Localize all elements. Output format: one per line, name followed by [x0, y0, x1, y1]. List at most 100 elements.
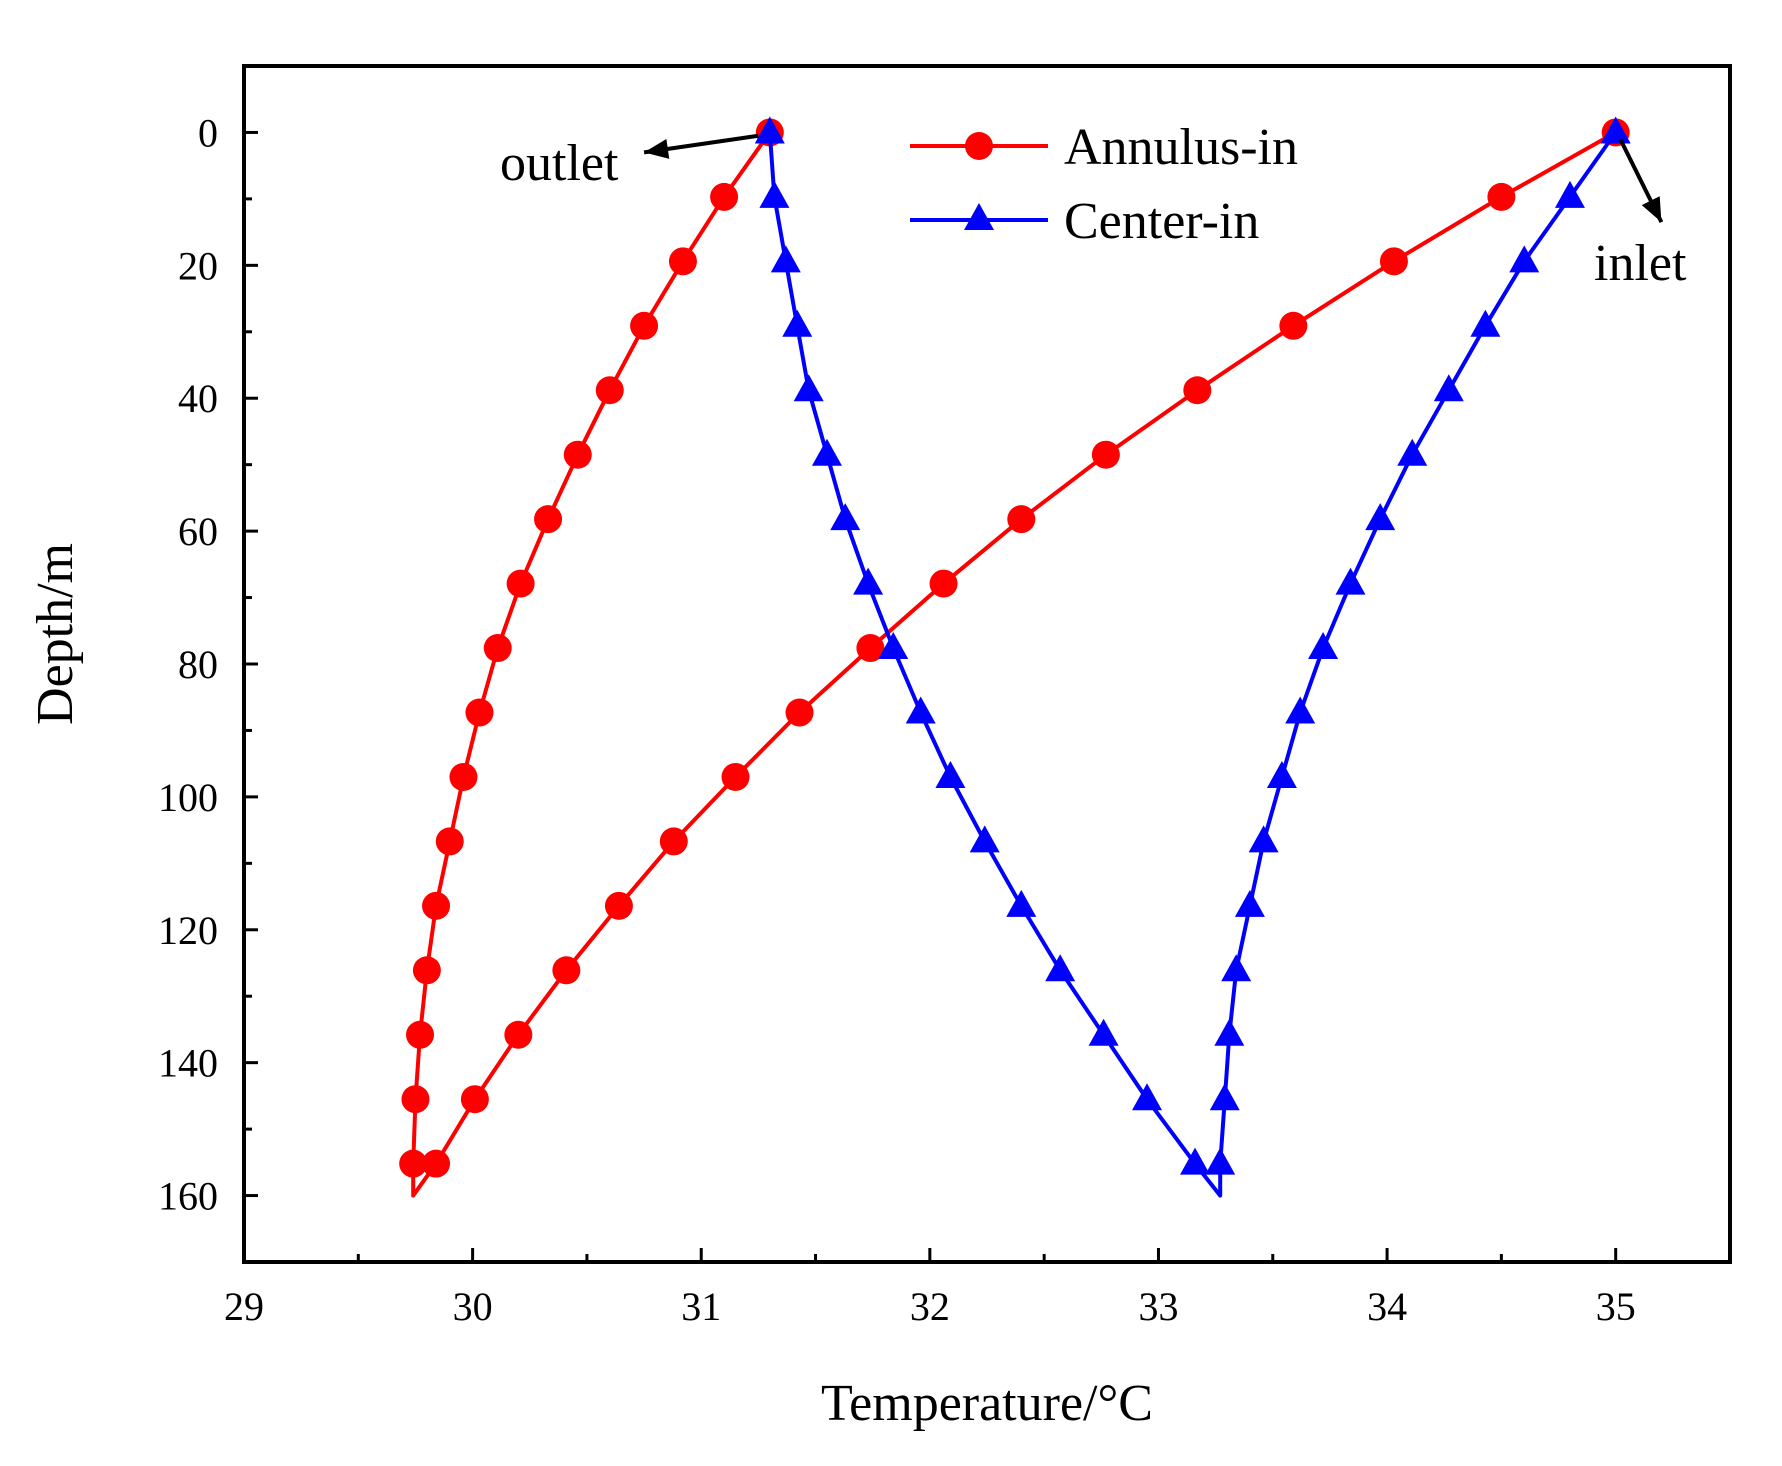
data-point [1285, 696, 1316, 724]
data-point [504, 1020, 533, 1049]
inlet-arrow-head [1641, 196, 1662, 223]
legend-marker-annulus [965, 132, 993, 160]
data-point [1183, 376, 1212, 405]
y-tick-label: 160 [158, 1174, 218, 1219]
data-point [422, 891, 451, 920]
annotation-layer [643, 133, 1664, 224]
data-point [435, 827, 464, 856]
y-tick-label: 80 [178, 642, 218, 687]
data-point [1214, 1018, 1245, 1046]
data-point [1007, 505, 1036, 534]
y-axis-title: Depth/m [27, 543, 84, 725]
data-point [1266, 760, 1297, 788]
outlet-arrow-head [644, 139, 670, 159]
data-point [770, 245, 801, 273]
data-point [406, 1020, 435, 1049]
data-point [929, 569, 958, 598]
data-point [1600, 116, 1631, 144]
data-point [1365, 503, 1396, 531]
data-point [465, 698, 494, 727]
x-tick-label: 35 [1596, 1284, 1636, 1329]
legend-label-annulus: Annulus-in [1064, 119, 1298, 176]
x-tick-label: 34 [1367, 1284, 1407, 1329]
data-point [905, 696, 936, 724]
data-point [1335, 567, 1366, 595]
data-point [483, 634, 512, 663]
data-point [856, 634, 885, 663]
data-point [506, 569, 535, 598]
data-point [793, 374, 824, 402]
y-tick-label: 60 [178, 509, 218, 554]
data-point [853, 567, 884, 595]
data-point [422, 1149, 451, 1178]
data-point [811, 438, 842, 466]
data-point [1006, 889, 1037, 917]
data-point [412, 956, 441, 985]
data-point [1379, 247, 1408, 276]
data-point [659, 827, 688, 856]
data-point [595, 376, 624, 405]
data-point [1209, 1083, 1240, 1111]
data-point [401, 1085, 430, 1114]
data-point [449, 762, 478, 791]
data-point [969, 825, 1000, 853]
series-center-in [754, 116, 1631, 1198]
x-tick-label: 29 [224, 1284, 264, 1329]
data-point [460, 1085, 489, 1114]
data-point [721, 762, 750, 791]
data-point [1509, 245, 1540, 273]
data-point [630, 311, 659, 340]
plot-frame [242, 64, 1732, 1264]
data-point [785, 698, 814, 727]
x-tick-label: 32 [910, 1284, 950, 1329]
data-point [1279, 311, 1308, 340]
series-line-center-in [767, 131, 1618, 1198]
y-tick-label: 20 [178, 243, 218, 288]
data-point [552, 956, 581, 985]
data-point [935, 760, 966, 788]
y-tick-label: 40 [178, 376, 218, 421]
data-point [1088, 1018, 1119, 1046]
data-point [668, 247, 697, 276]
data-point [878, 632, 909, 660]
data-point [1221, 954, 1252, 982]
data-point [1248, 825, 1279, 853]
data-point [534, 505, 563, 534]
y-tick-label: 140 [158, 1041, 218, 1086]
y-tick-label: 100 [158, 775, 218, 820]
data-point [1554, 180, 1585, 208]
data-point [1487, 182, 1516, 211]
legend-marker-center [964, 203, 994, 230]
data-point [563, 440, 592, 469]
series-annulus-in [399, 118, 1630, 1198]
data-point [1397, 438, 1428, 466]
data-point [782, 309, 813, 337]
x-axis-title: Temperature/°C [821, 1375, 1153, 1432]
inlet-label: inlet [1594, 235, 1687, 292]
data-point [604, 891, 633, 920]
data-point [1091, 440, 1120, 469]
data-point [830, 503, 861, 531]
data-point [1180, 1147, 1211, 1175]
y-tick-label: 120 [158, 908, 218, 953]
data-point [399, 1149, 428, 1178]
y-tick-label: 0 [198, 110, 218, 155]
data-point [1132, 1083, 1163, 1111]
series-line-annulus-in [411, 130, 1617, 1198]
data-point [759, 180, 790, 208]
outlet-label: outlet [500, 135, 619, 192]
data-point [754, 116, 785, 144]
legend-label-center: Center-in [1064, 193, 1259, 250]
x-tick-label: 30 [453, 1284, 493, 1329]
data-point [1045, 954, 1076, 982]
data-point [1433, 374, 1464, 402]
data-point [1205, 1147, 1236, 1175]
series-layer [399, 116, 1631, 1198]
axis-layer: 29 30 31 32 33 34 35 0 20 40 60 80 100 120 140 160 [158, 110, 1636, 1329]
data-point [710, 182, 739, 211]
data-point [1308, 632, 1339, 660]
legend: Annulus-in Center-in [910, 119, 1298, 250]
x-tick-label: 33 [1138, 1284, 1178, 1329]
